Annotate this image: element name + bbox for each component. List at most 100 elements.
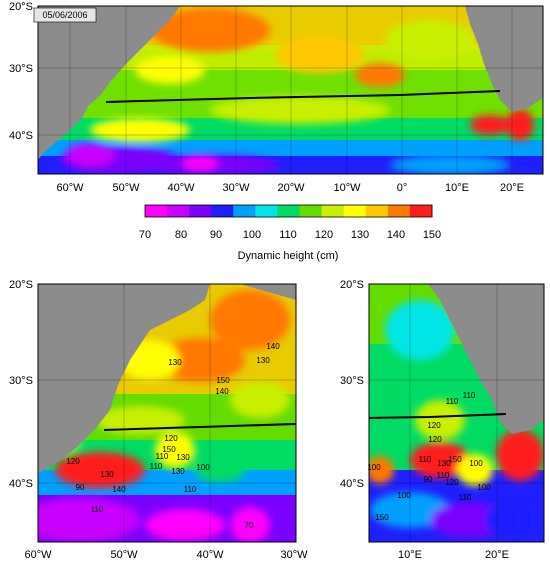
colorbar-tick: 80	[175, 229, 187, 241]
colorbar-cell	[211, 205, 234, 217]
contour-label: 130	[256, 356, 270, 365]
top-lon-tick: 10°E	[445, 182, 469, 194]
contour-label: 120	[427, 421, 441, 430]
colorbar-cell	[365, 205, 389, 217]
colorbar-cell	[189, 205, 212, 217]
contour-label: 110	[446, 397, 459, 406]
contour-label: 140	[266, 342, 280, 351]
bottom-right-section-line	[369, 413, 507, 419]
contour-label: 150	[448, 455, 462, 464]
top-lat-tick: 20°S	[9, 1, 33, 13]
br-lon-tick: 10°E	[398, 549, 422, 561]
colorbar-cells	[145, 205, 433, 217]
contour-label: 110	[419, 455, 432, 464]
contour-label: 130	[176, 453, 190, 462]
bottom-left-lat-tick-labels: 20°S 30°S 40°S	[9, 279, 33, 490]
bl-lat-tick: 40°S	[9, 478, 33, 490]
bottom-left-section-line	[103, 423, 296, 431]
contour-label: 90	[76, 483, 85, 492]
contour-label: 70	[245, 521, 254, 530]
contour-label: 130	[168, 358, 182, 367]
colorbar-tick: 70	[139, 229, 151, 241]
colorbar-tick: 150	[423, 229, 441, 241]
top-lon-tick: 40°W	[167, 182, 195, 194]
contour-label: 120	[445, 478, 459, 487]
contour-label: 150	[375, 513, 389, 522]
colorbar-cell	[343, 205, 367, 217]
top-lon-tick: 50°W	[112, 182, 140, 194]
top-lon-tick: 10°W	[333, 182, 361, 194]
contour-label: 90	[424, 475, 433, 484]
colorbar-cell	[255, 205, 278, 217]
contour-label: 110	[437, 471, 450, 480]
colorbar-cell	[299, 205, 323, 217]
bl-lon-tick: 30°W	[280, 549, 308, 561]
top-lon-tick: 60°W	[56, 182, 84, 194]
colorbar-cell	[277, 205, 301, 217]
contour-label: 100	[196, 463, 210, 472]
colorbar-title: Dynamic height (cm)	[238, 250, 339, 262]
contour-label: 130	[100, 470, 114, 479]
bl-lon-tick: 40°W	[196, 549, 224, 561]
contour-label: 100	[469, 459, 483, 468]
colorbar-tick: 90	[210, 229, 222, 241]
top-lon-tick: 30°W	[222, 182, 250, 194]
bottom-left-lon-tick-labels: 60°W 50°W 40°W 30°W	[24, 549, 308, 561]
colorbar-tick-labels: 70 80 90 100 110 120 130 140 150	[139, 229, 441, 241]
contour-label: 140	[112, 485, 126, 494]
contour-label: 110	[150, 462, 163, 471]
colorbar-cell	[167, 205, 190, 217]
bottom-right-map-field	[369, 284, 544, 542]
colorbar-tick: 100	[243, 229, 261, 241]
top-lon-tick-labels: 60°W 50°W 40°W 30°W 20°W 10°W 0° 10°E 20…	[56, 182, 524, 194]
contour-label: 150	[216, 376, 230, 385]
colorbar-tick: 110	[279, 229, 297, 241]
top-lat-tick: 40°S	[9, 130, 33, 142]
bottom-right-map-panel: 110 110 120 120 110 130 150 100 100 110 …	[340, 279, 545, 561]
contour-label: 120	[66, 457, 80, 466]
br-lat-tick: 20°S	[340, 279, 364, 291]
colorbar-tick: 130	[351, 229, 369, 241]
top-map-field	[38, 6, 543, 174]
colorbar-tick: 120	[315, 229, 333, 241]
br-lon-tick: 20°E	[485, 549, 509, 561]
contour-label: 150	[162, 445, 176, 454]
br-lat-tick: 30°S	[340, 375, 364, 387]
top-lat-tick-labels: 20°S 30°S 40°S	[9, 1, 33, 142]
bottom-right-lon-tick-labels: 10°E 20°E	[398, 549, 509, 561]
bl-lon-tick: 60°W	[24, 549, 52, 561]
top-lon-tick: 20°E	[500, 182, 524, 194]
bottom-right-lat-tick-labels: 20°S 30°S 40°S	[340, 279, 364, 490]
contour-label: 110	[184, 485, 197, 494]
contour-label: 100	[477, 483, 491, 492]
bottom-left-map-panel: 140 130 150 140 130 120 110 130 130 110 …	[9, 279, 308, 561]
br-lat-tick: 40°S	[340, 478, 364, 490]
colorbar-cell	[233, 205, 256, 217]
bl-lat-tick: 30°S	[9, 375, 33, 387]
contour-label: 140	[215, 387, 229, 396]
top-section-line	[105, 90, 501, 103]
contour-label: 120	[164, 434, 178, 443]
contour-label: 120	[428, 435, 442, 444]
colorbar-cell	[387, 205, 411, 217]
bottom-left-map-field	[38, 284, 296, 542]
colorbar-cell	[145, 205, 168, 217]
bottom-left-contour-labels: 140 130 150 140 130 120 110 130 130 110 …	[66, 342, 280, 530]
colorbar-tick: 140	[387, 229, 405, 241]
contour-label: 110	[156, 452, 169, 461]
top-map-panel: 05/06/2006 20°S 30°S 40°S 60°W 50°W 40°W…	[9, 1, 544, 194]
top-lon-tick: 20°W	[277, 182, 305, 194]
bottom-right-contour-labels: 110 110 120 120 110 130 150 100 100 110 …	[367, 391, 491, 522]
contour-label: 100	[397, 491, 411, 500]
contour-label: 110	[463, 391, 476, 400]
colorbar-cell	[409, 205, 433, 217]
bl-lat-tick: 20°S	[9, 279, 33, 291]
date-label: 05/06/2006	[42, 10, 87, 20]
colorbar-cell	[321, 205, 345, 217]
bl-lon-tick: 50°W	[110, 549, 138, 561]
contour-label: 110	[459, 493, 472, 502]
date-label-box: 05/06/2006	[33, 7, 97, 23]
contour-label: 130	[171, 467, 185, 476]
colorbar: 70 80 90 100 110 120 130 140 150 Dynamic…	[139, 204, 441, 262]
